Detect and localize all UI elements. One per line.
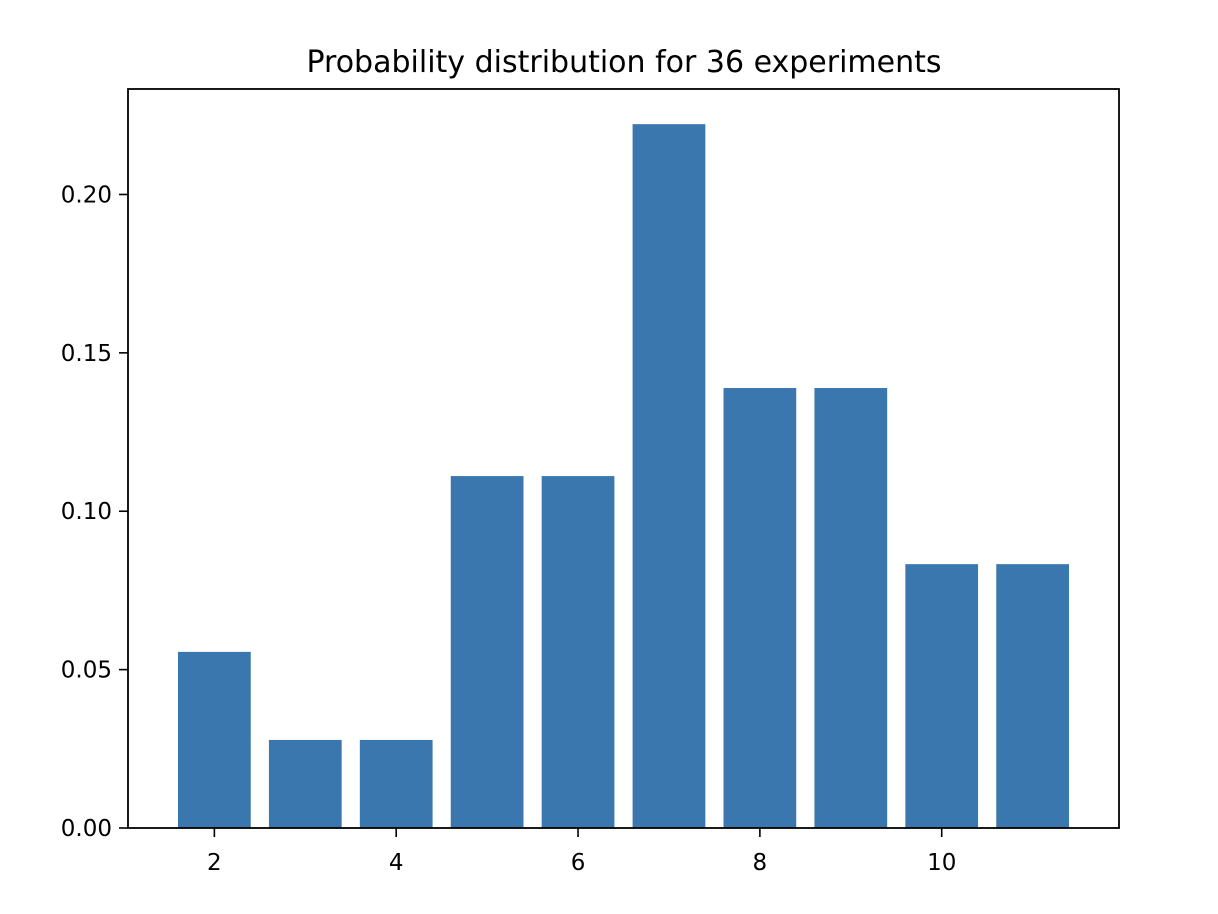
x-tick-label: 10 — [927, 850, 956, 876]
bar-5 — [450, 476, 524, 828]
bar-10 — [905, 564, 979, 828]
bar-3 — [268, 739, 342, 828]
y-tick-label: 0.20 — [61, 182, 112, 208]
bar-6 — [541, 476, 615, 828]
x-tick-label: 2 — [207, 850, 222, 876]
y-tick-label: 0.00 — [61, 816, 112, 842]
plot-frame — [127, 88, 1120, 829]
bar-7 — [632, 124, 706, 829]
chart-title: Probability distribution for 36 experime… — [306, 45, 941, 80]
x-tick-label: 8 — [753, 850, 768, 876]
bar-9 — [814, 388, 888, 828]
x-tick-label: 6 — [571, 850, 586, 876]
y-tick-label: 0.10 — [61, 499, 112, 525]
y-tick-label: 0.05 — [61, 658, 112, 684]
bar-4 — [359, 739, 433, 828]
bars-group — [178, 124, 1069, 829]
bar-11 — [996, 564, 1069, 828]
y-tick-label: 0.15 — [61, 341, 112, 367]
x-tick-label: 4 — [389, 850, 404, 876]
bar-2 — [178, 651, 251, 828]
bar-8 — [723, 388, 797, 828]
x-axis: 2 4 6 8 10 — [207, 828, 956, 876]
y-axis: 0.00 0.05 0.10 0.15 0.20 — [61, 182, 128, 842]
